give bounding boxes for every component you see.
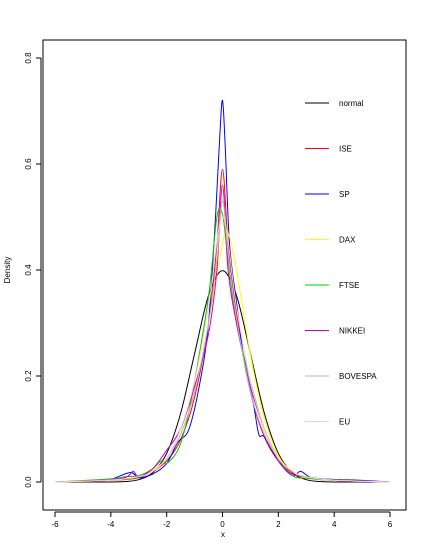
legend-label: NIKKEI (339, 327, 365, 336)
legend-label: EU (339, 418, 350, 427)
legend-label: FTSE (339, 281, 359, 290)
series-line-normal (54, 270, 391, 483)
series-line-ftse (54, 207, 391, 483)
x-axis-title: x (221, 530, 225, 539)
x-tick-label: -6 (51, 520, 59, 529)
y-tick-label: 0.6 (24, 158, 33, 170)
plot-frame (42, 39, 407, 511)
series-line-dax (54, 229, 391, 483)
x-tick-label: -2 (163, 520, 171, 529)
y-axis: 0.0 0.2 0.4 0.6 0.8 (24, 52, 42, 488)
y-tick-label: 0.4 (24, 264, 33, 276)
legend: normal ISE SP DAX FTSE NIKKEI BOVESPA EU (305, 99, 377, 427)
x-tick-label: 6 (388, 520, 393, 529)
y-tick-label: 0.8 (24, 52, 33, 64)
x-tick-label: 2 (276, 520, 281, 529)
legend-label: ISE (339, 145, 352, 154)
legend-label: SP (339, 190, 350, 199)
legend-label: DAX (339, 236, 356, 245)
series-lines (54, 99, 391, 483)
legend-label: normal (339, 99, 364, 108)
x-tick-label: -4 (107, 520, 115, 529)
series-line-nikkei (54, 184, 391, 483)
y-tick-label: 0.0 (24, 476, 33, 488)
legend-label: BOVESPA (339, 372, 377, 381)
y-axis-title: Density (3, 257, 12, 284)
series-line-eu (54, 216, 391, 483)
x-tick-label: 0 (220, 520, 225, 529)
x-tick-label: 4 (332, 520, 337, 529)
y-tick-label: 0.2 (24, 370, 33, 382)
x-axis: -6 -4 -2 0 2 4 6 (51, 511, 393, 529)
